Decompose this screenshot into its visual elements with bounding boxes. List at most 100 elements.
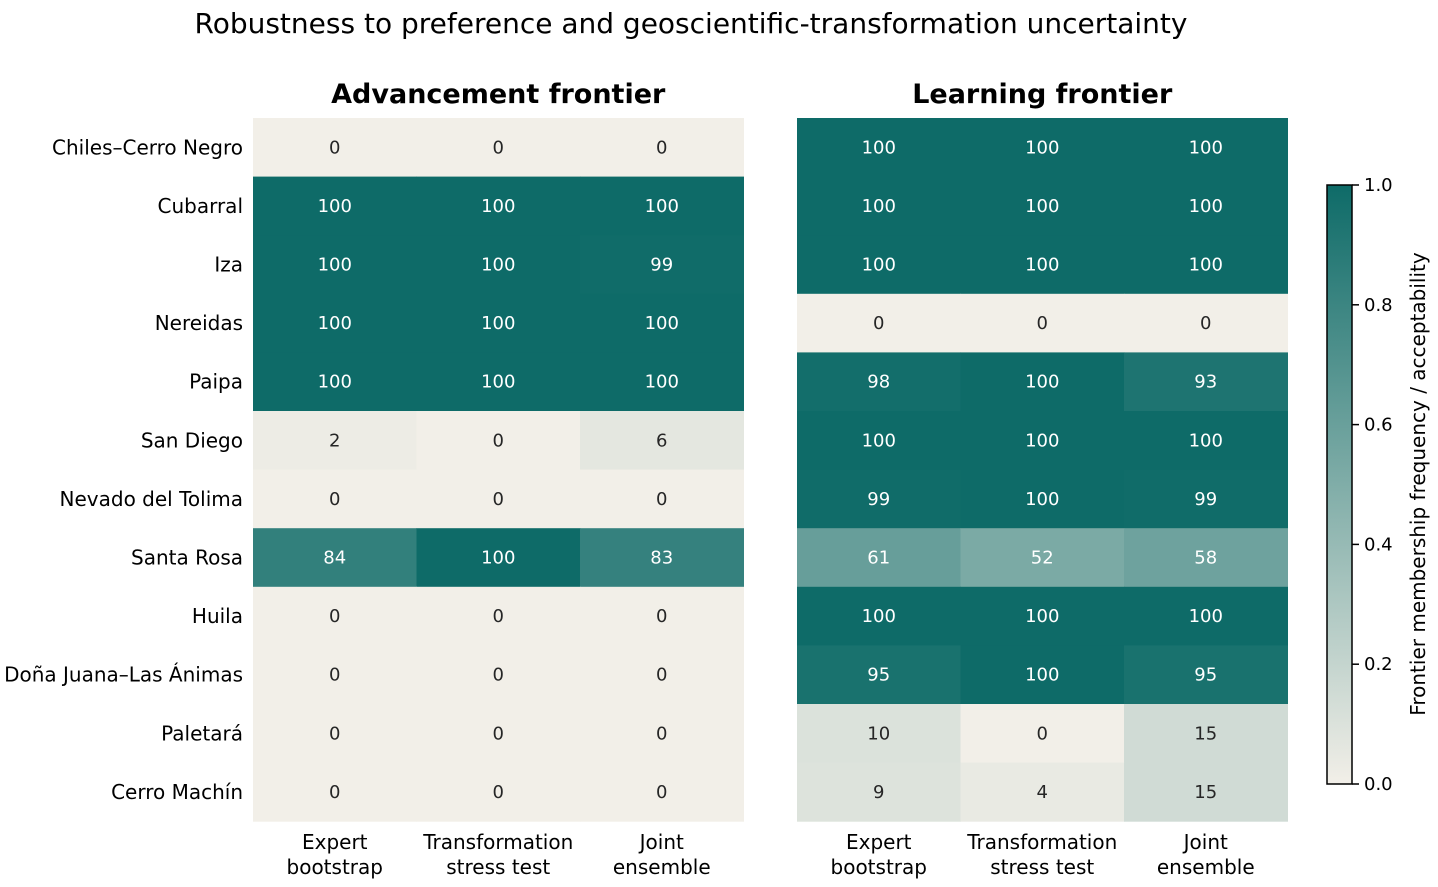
cell-value: 100 bbox=[1189, 196, 1223, 217]
heatmap-cell bbox=[253, 235, 417, 295]
cell-value: 100 bbox=[862, 255, 896, 276]
heatmap-cell bbox=[416, 235, 581, 295]
cell-value: 100 bbox=[318, 196, 352, 217]
heatmap-cell bbox=[960, 176, 1125, 236]
row-label: Huila bbox=[192, 604, 243, 628]
colorbar-tick-label: 1.0 bbox=[1364, 175, 1393, 196]
cell-value: 100 bbox=[862, 196, 896, 217]
cell-value: 100 bbox=[481, 255, 515, 276]
heatmap-cell bbox=[416, 762, 581, 822]
cell-value: 100 bbox=[481, 372, 515, 393]
heatmap-cell bbox=[416, 293, 581, 353]
cell-value: 0 bbox=[329, 782, 340, 803]
cell-value: 100 bbox=[1025, 665, 1059, 686]
cell-value: 0 bbox=[1200, 313, 1211, 334]
cell-value: 0 bbox=[493, 489, 504, 510]
heatmap-cell bbox=[797, 118, 961, 178]
heatmap-cell bbox=[580, 118, 744, 178]
heatmap-cell bbox=[580, 411, 744, 471]
cell-value: 99 bbox=[650, 255, 673, 276]
heatmap-cell bbox=[580, 645, 744, 705]
cell-value: 0 bbox=[493, 137, 504, 158]
cell-value: 100 bbox=[1025, 137, 1059, 158]
heatmap-cell bbox=[580, 469, 744, 529]
heatmap-cell bbox=[416, 118, 581, 178]
heatmap-cell bbox=[797, 762, 961, 822]
heatmap-cell bbox=[960, 352, 1125, 412]
heatmap-cell bbox=[580, 176, 744, 236]
cell-value: 6 bbox=[656, 430, 667, 451]
cell-value: 61 bbox=[867, 548, 890, 569]
column-label: stress test bbox=[446, 855, 550, 879]
heatmap-cell bbox=[1124, 586, 1288, 646]
heatmap-cell bbox=[253, 645, 417, 705]
heatmap-cell bbox=[960, 704, 1125, 764]
row-label: Cerro Machín bbox=[111, 780, 243, 804]
cell-value: 100 bbox=[645, 372, 679, 393]
cell-value: 99 bbox=[1194, 489, 1217, 510]
heatmap-cell bbox=[960, 645, 1125, 705]
cell-value: 52 bbox=[1031, 548, 1054, 569]
heatmap-cell bbox=[960, 293, 1125, 353]
row-label: Iza bbox=[214, 253, 243, 277]
cell-value: 83 bbox=[650, 548, 673, 569]
heatmap-cell bbox=[797, 469, 961, 529]
heatmap-cell bbox=[416, 645, 581, 705]
column-label: stress test bbox=[990, 855, 1094, 879]
cell-value: 100 bbox=[645, 313, 679, 334]
cell-value: 95 bbox=[867, 665, 890, 686]
cell-value: 100 bbox=[318, 313, 352, 334]
heatmap-cell bbox=[580, 586, 744, 646]
row-label: Paletará bbox=[161, 721, 243, 745]
heatmap-cell bbox=[1124, 293, 1288, 353]
heatmap-cell bbox=[797, 293, 961, 353]
cell-value: 0 bbox=[493, 782, 504, 803]
panel-1: Advancement frontier 0 0 0 100 100 100 100 100 99… bbox=[253, 79, 744, 879]
row-label: San Diego bbox=[141, 428, 243, 452]
cell-value: 0 bbox=[656, 782, 667, 803]
heatmap-cell bbox=[797, 528, 961, 588]
cell-value: 0 bbox=[329, 606, 340, 627]
heatmap-cell bbox=[580, 235, 744, 295]
cell-value: 58 bbox=[1194, 548, 1217, 569]
heatmap-cell bbox=[1124, 352, 1288, 412]
cell-value: 100 bbox=[1025, 489, 1059, 510]
heatmap-cell bbox=[253, 411, 417, 471]
cell-value: 100 bbox=[1025, 196, 1059, 217]
heatmap-cell bbox=[1124, 411, 1288, 471]
cell-value: 100 bbox=[481, 196, 515, 217]
panel-2: Learning frontier 100 100 100 100 100 100 100 10… bbox=[797, 79, 1288, 879]
cell-value: 9 bbox=[873, 782, 884, 803]
panel-title: Learning frontier bbox=[912, 79, 1173, 110]
cell-value: 0 bbox=[1037, 723, 1048, 744]
heatmap-cell bbox=[1124, 235, 1288, 295]
colorbar-label: Frontier membership frequency / acceptab… bbox=[1406, 252, 1430, 716]
heatmap-cell bbox=[1124, 762, 1288, 822]
heatmap-cell bbox=[797, 411, 961, 471]
cell-value: 93 bbox=[1194, 372, 1217, 393]
chart-title: Robustness to preference and geoscientif… bbox=[195, 7, 1188, 40]
heatmap-cell bbox=[580, 352, 744, 412]
heatmap-cell bbox=[1124, 469, 1288, 529]
heatmap-cell bbox=[416, 176, 581, 236]
cell-value: 84 bbox=[323, 548, 346, 569]
row-label: Cubarral bbox=[158, 194, 244, 218]
row-label: Doña Juana–Las Ánimas bbox=[4, 663, 243, 687]
heatmap-cell bbox=[960, 118, 1125, 178]
column-label: Expert bbox=[846, 830, 912, 854]
heatmap-cell bbox=[253, 176, 417, 236]
cell-value: 0 bbox=[493, 430, 504, 451]
cell-value: 0 bbox=[656, 489, 667, 510]
heatmap-cell bbox=[797, 704, 961, 764]
cell-value: 0 bbox=[656, 723, 667, 744]
heatmap-cell bbox=[416, 586, 581, 646]
cell-value: 98 bbox=[867, 372, 890, 393]
cell-value: 2 bbox=[329, 430, 340, 451]
column-label: bootstrap bbox=[287, 855, 383, 879]
row-label: Santa Rosa bbox=[131, 546, 243, 570]
cell-value: 0 bbox=[329, 489, 340, 510]
cell-value: 100 bbox=[481, 548, 515, 569]
cell-value: 100 bbox=[1189, 430, 1223, 451]
